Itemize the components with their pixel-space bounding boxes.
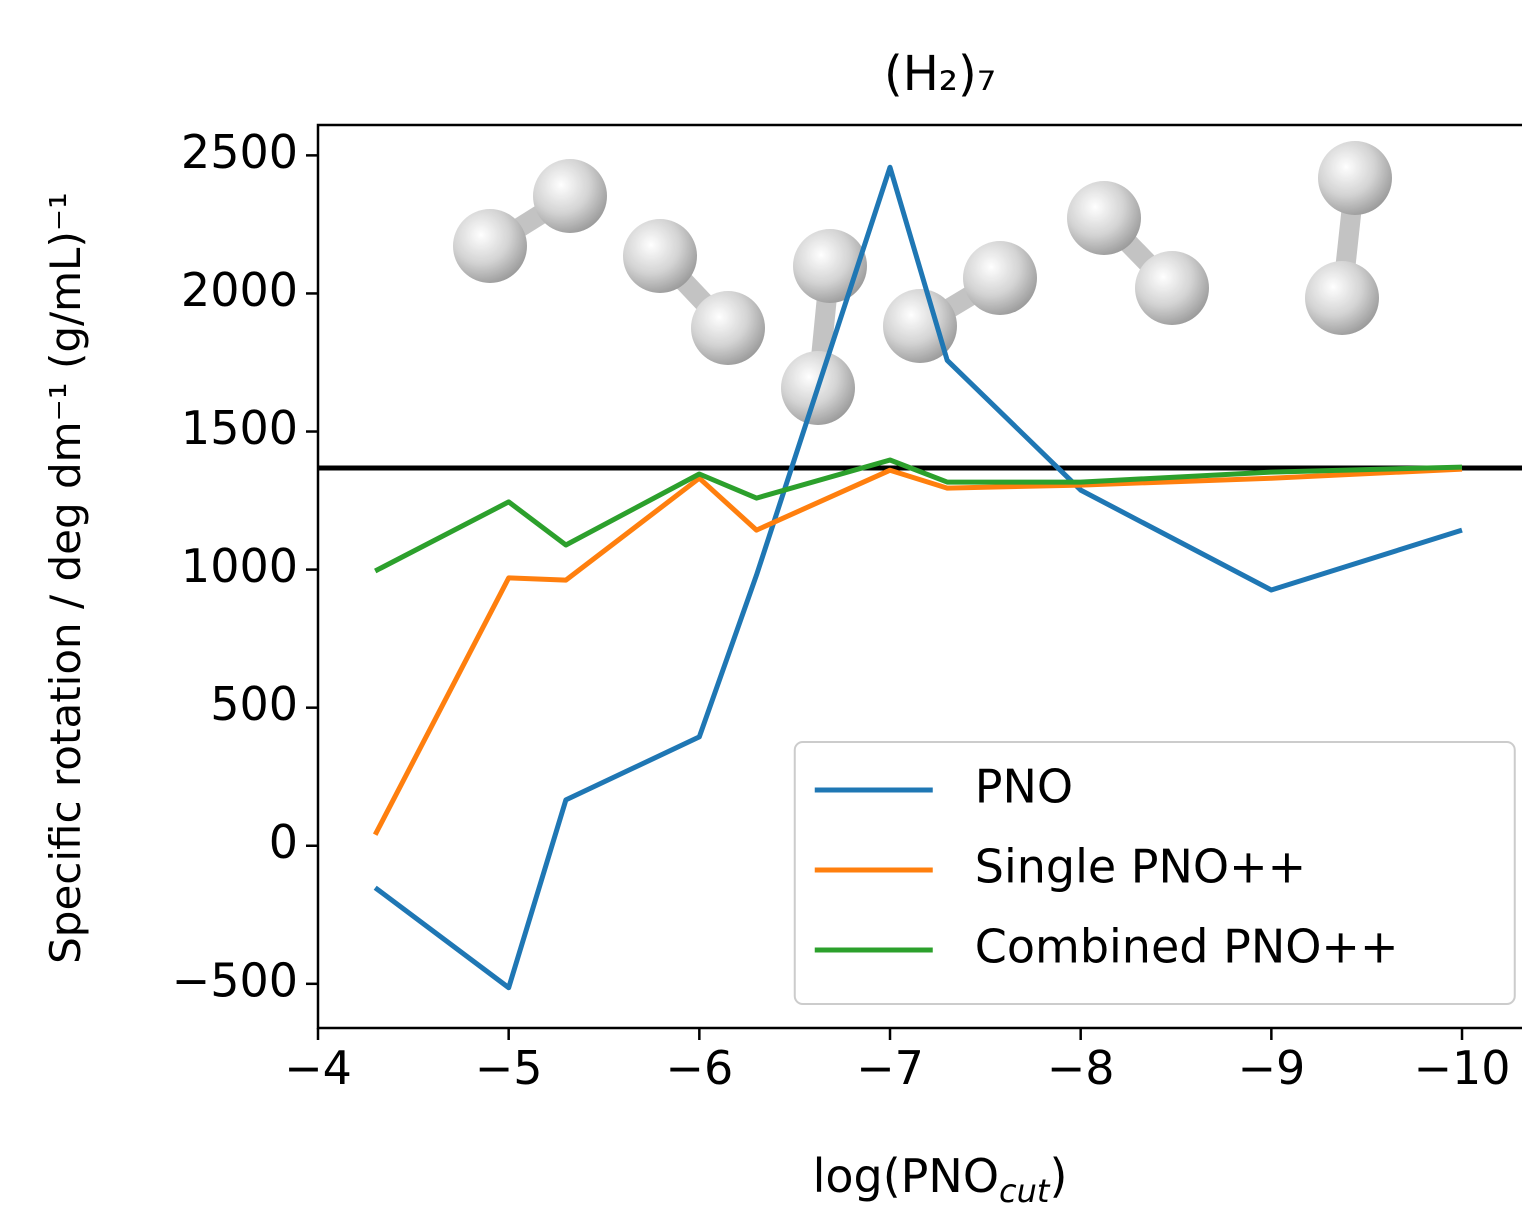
x-tick-label: −9 (1237, 1041, 1305, 1095)
chart-title: (H₂)₇ (884, 46, 996, 102)
x-axis-label: log(PNOcut) (813, 1149, 1068, 1206)
legend-label: Single PNO++ (975, 840, 1306, 894)
x-tick-label: −5 (475, 1041, 543, 1095)
y-axis-label: Specific rotation / deg dm⁻¹ (g/mL)⁻¹ (41, 192, 90, 964)
legend-label: PNO (975, 760, 1073, 814)
y-tick-label: 0 (269, 815, 298, 869)
plot-frame (316, 123, 1522, 1030)
x-label-close: ) (1049, 1149, 1067, 1203)
series-line (372, 466, 1463, 836)
x-tick-label: −7 (856, 1041, 924, 1095)
x-tick-label: −6 (665, 1041, 733, 1095)
legend: PNO Single PNO++ Combined PNO++ (793, 741, 1516, 1005)
series-line (374, 457, 1463, 574)
series-line (373, 164, 1463, 991)
x-tick-label: −4 (284, 1041, 352, 1095)
x-label-main: log(PNO (813, 1149, 999, 1203)
y-tick-label: −500 (172, 953, 298, 1007)
x-tick-label: −8 (1047, 1041, 1115, 1095)
legend-label: Combined PNO++ (975, 920, 1399, 974)
molecule-illustration (453, 141, 1392, 425)
y-tick-label: 500 (210, 677, 298, 731)
x-label-subscript: cut (999, 1172, 1051, 1206)
y-tick-label: 1500 (181, 401, 298, 455)
legend-box (793, 741, 1516, 1005)
y-tick-label: 2500 (181, 125, 298, 179)
y-tick-label: 1000 (181, 539, 298, 593)
x-tick-label: −10 (1413, 1041, 1510, 1095)
y-tick-label: 2000 (181, 263, 298, 317)
